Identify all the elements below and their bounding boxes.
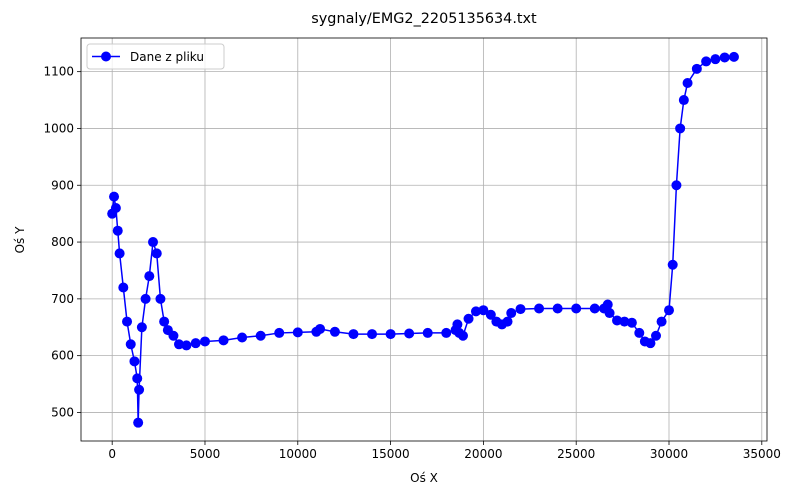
data-point	[151, 248, 162, 259]
data-point	[112, 225, 123, 236]
data-point	[255, 330, 266, 341]
data-point	[159, 316, 170, 327]
y-tick-label: 700	[51, 292, 74, 306]
y-tick-label: 800	[51, 235, 74, 249]
y-tick-label: 1000	[43, 121, 74, 135]
data-point	[404, 328, 415, 339]
data-point	[478, 305, 489, 316]
x-tick-label: 25000	[557, 447, 595, 461]
data-point	[470, 306, 481, 317]
data-point	[315, 323, 326, 334]
data-point	[701, 56, 712, 67]
legend-label: Dane z pliku	[130, 50, 204, 64]
data-point	[274, 327, 285, 338]
data-point	[110, 202, 121, 213]
data-point	[441, 327, 452, 338]
data-point	[664, 305, 674, 316]
legend-box	[86, 43, 225, 70]
data-point	[515, 304, 526, 315]
data-point	[675, 123, 686, 134]
data-point	[534, 303, 545, 314]
x-tick-label: 15000	[371, 447, 409, 461]
data-point	[667, 259, 678, 270]
y-tick-label: 500	[51, 405, 74, 419]
data-point	[604, 308, 615, 319]
data-point	[626, 317, 637, 328]
data-point	[651, 330, 662, 341]
data-point	[691, 63, 702, 74]
data-point	[589, 303, 600, 314]
data-point	[122, 316, 133, 327]
data-point	[129, 356, 140, 367]
data-point	[237, 332, 248, 343]
data-point	[190, 338, 201, 349]
data-point	[634, 327, 645, 338]
data-point	[367, 329, 378, 340]
data-point	[292, 327, 303, 338]
chart-title: sygnaly/EMG2_2205135634.txt	[311, 11, 537, 27]
x-tick-label: 30000	[650, 447, 688, 461]
data-point	[602, 299, 613, 310]
data-point	[174, 339, 184, 350]
x-tick-label: 10000	[279, 447, 317, 461]
data-point	[671, 180, 682, 191]
x-tick-label: 5000	[190, 447, 221, 461]
data-point	[457, 330, 468, 341]
data-point	[385, 329, 396, 340]
data-point	[125, 339, 136, 350]
data-point	[144, 271, 155, 282]
plot-frame	[80, 37, 768, 442]
y-tick-label: 600	[51, 349, 74, 363]
data-point	[134, 384, 145, 395]
legend: Dane z pliku	[86, 43, 225, 70]
data-point	[502, 316, 513, 327]
data-point	[155, 293, 166, 304]
data-point	[612, 315, 623, 326]
data-point	[329, 326, 340, 337]
data-point	[710, 54, 721, 65]
data-point	[619, 316, 630, 327]
data-point	[571, 303, 582, 314]
x-tick-label: 35000	[743, 447, 781, 461]
y-axis-label: Oś Y	[13, 226, 27, 254]
data-point	[552, 303, 563, 314]
x-tick-label: 20000	[464, 447, 502, 461]
data-point	[506, 308, 517, 319]
data-point	[678, 95, 689, 106]
data-point	[148, 237, 159, 248]
data-point	[140, 293, 151, 304]
y-tick-label: 1100	[43, 65, 74, 79]
data-point	[118, 282, 129, 293]
data-point	[136, 322, 147, 333]
data-point	[114, 248, 125, 259]
y-tick-label: 900	[51, 178, 74, 192]
data-point	[719, 52, 730, 63]
data-point	[109, 191, 120, 202]
data-point	[133, 417, 144, 428]
data-point	[682, 78, 693, 89]
legend-marker	[101, 51, 111, 62]
x-tick-label: 0	[108, 447, 116, 461]
data-point	[218, 335, 229, 346]
data-point	[348, 329, 359, 340]
data-point	[132, 373, 143, 384]
data-point	[463, 313, 474, 324]
data-point	[645, 338, 656, 349]
data-point	[452, 319, 463, 330]
data-point	[199, 336, 210, 347]
data-point	[168, 330, 179, 341]
data-point	[422, 327, 433, 338]
series-line	[111, 56, 735, 423]
data-point	[485, 309, 496, 320]
data-point	[728, 51, 739, 62]
data-point	[181, 340, 192, 351]
data-point	[656, 316, 667, 327]
x-axis-label: Oś X	[410, 471, 438, 485]
